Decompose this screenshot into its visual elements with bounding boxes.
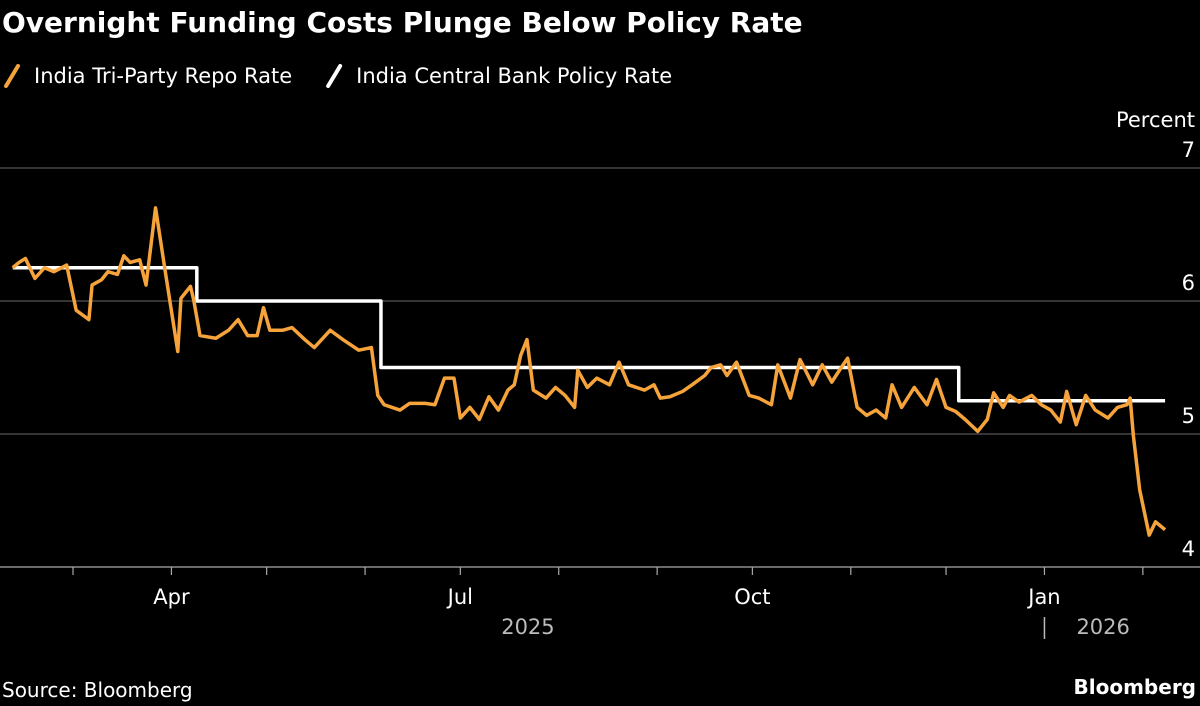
legend-label: India Tri-Party Repo Rate [34,64,292,88]
x-tick-label: Oct [734,585,770,609]
y-axis-label: Percent [1116,108,1195,132]
legend: India Tri-Party Repo Rate India Central B… [4,64,672,88]
source: Source: Bloomberg [2,678,193,702]
series-line [12,266,1166,403]
brand: Bloomberg [1074,675,1196,699]
legend-label: India Central Bank Policy Rate [356,64,672,88]
legend-swatch [326,64,343,88]
x-tick-label: Apr [153,585,190,609]
series-line [11,206,1167,537]
year-label: 2025 [501,615,554,639]
y-tick-label: 7 [1182,138,1195,162]
legend-swatch [4,64,20,88]
y-tick-label: 4 [1182,537,1195,561]
y-tick-label: 6 [1182,271,1195,295]
x-tick-label: Jul [446,585,473,609]
chart-title: Overnight Funding Costs Plunge Below Pol… [2,6,803,39]
y-tick-label: 5 [1182,404,1195,428]
year-label: 2026 [1076,615,1129,639]
x-tick-label: Jan [1026,585,1060,609]
